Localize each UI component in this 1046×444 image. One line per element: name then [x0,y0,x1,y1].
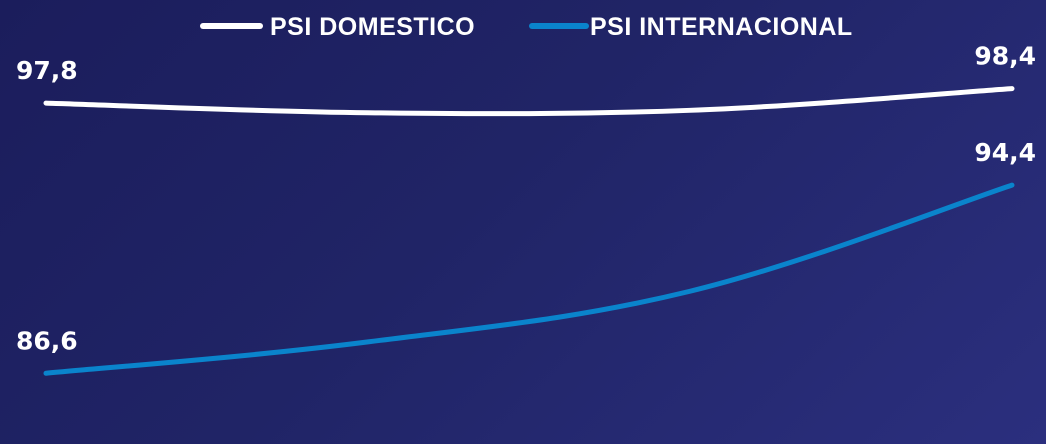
data-label: 97,8 [16,56,78,85]
series-line-psi-domestico [43,86,1015,117]
chart-legend: PSI DOMESTICO PSI INTERNACIONAL [200,13,853,41]
series-line-psi-internacional [43,182,1015,376]
series-layer [43,86,1015,376]
legend-label: PSI INTERNACIONAL [590,13,853,41]
legend-label: PSI DOMESTICO [270,13,475,41]
data-labels-layer: 97,8 98,4 86,6 94,4 [16,42,1036,356]
data-label: 86,6 [16,326,78,355]
legend-item-psi-domestico: PSI DOMESTICO [200,13,475,41]
data-label: 94,4 [974,138,1036,167]
data-label: 98,4 [974,42,1036,71]
legend-item-psi-internacional: PSI INTERNACIONAL [529,13,853,41]
